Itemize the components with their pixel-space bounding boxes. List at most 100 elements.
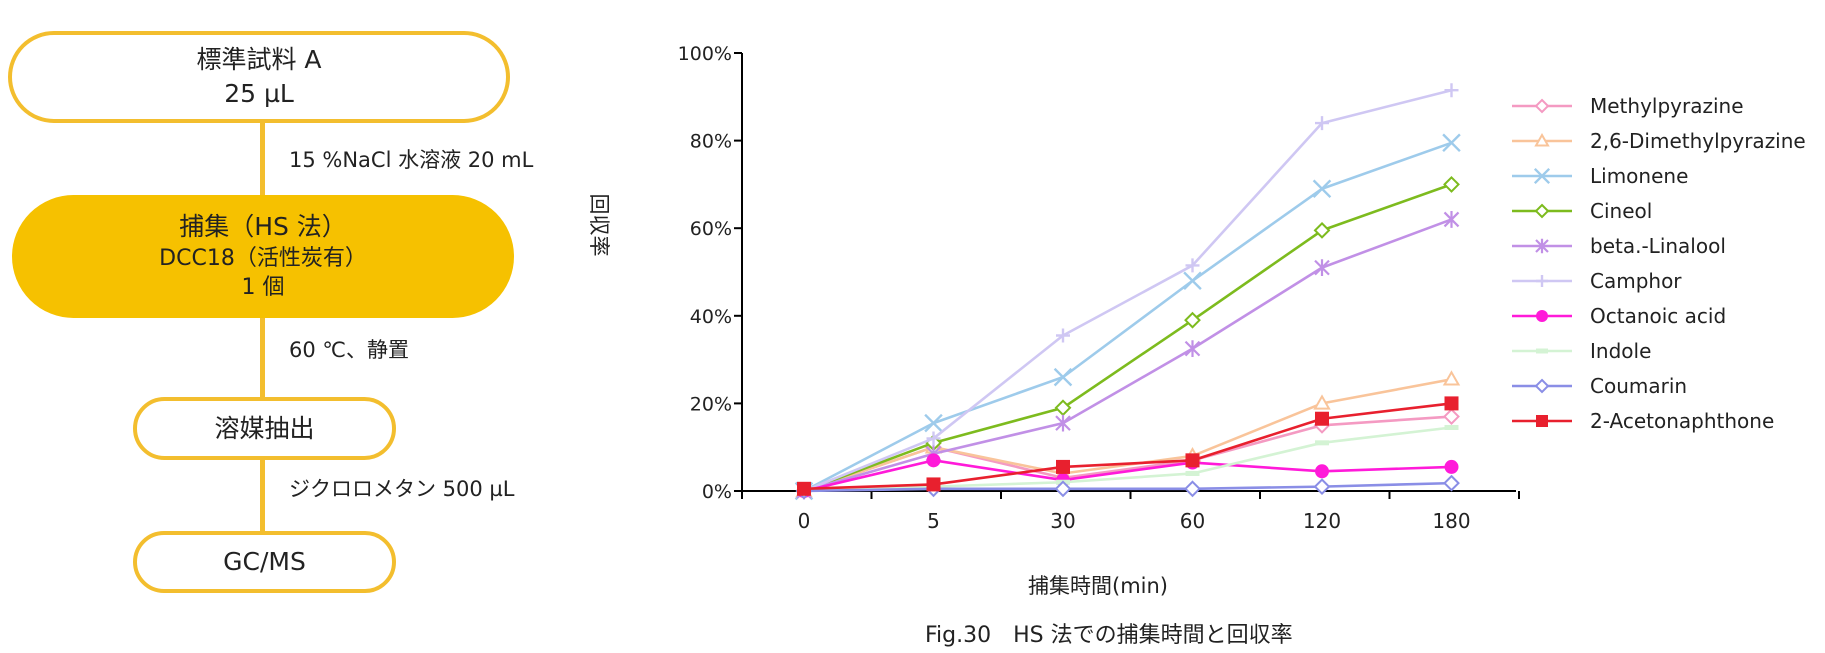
data-point [1315,116,1329,131]
legend-label: Methylpyrazine [1590,94,1744,118]
y-tick-label: 80% [690,131,732,153]
flow-node-text: GC/MS [223,547,306,577]
legend-item: Octanoic acid [1512,304,1726,328]
x-tick-label: 30 [1050,509,1075,533]
data-point [1443,474,1460,492]
legend-label: beta.-Linalool [1590,234,1726,258]
legend-item: Indole [1512,339,1651,363]
data-point [1312,179,1332,199]
flow-node-text: 1 個 [241,275,285,301]
legend-marker [1534,203,1550,219]
legend-label: Cineol [1590,199,1652,223]
legend-item: Camphor [1512,269,1682,293]
legend-item: Methylpyrazine [1512,94,1744,118]
data-point [1443,211,1460,228]
x-tick-label: 60 [1180,509,1205,533]
data-point [1054,480,1072,498]
data-point [926,453,941,468]
series-line [803,88,1452,493]
flow-connector [260,318,265,398]
series-2-acetonaphthone [797,396,1459,496]
y-tick-label: 100% [678,43,732,65]
step-label: 15 %NaCl 水溶液 20 mL [289,148,534,172]
data-point [1442,370,1461,386]
data-point [1315,440,1329,446]
data-point [924,413,943,433]
y-tick-label: 40% [690,306,732,328]
flow-connector [260,123,265,196]
series-camphor [797,83,1459,498]
legend-item: Limonene [1512,164,1688,188]
legend-marker [1534,132,1550,147]
legend-marker [1536,275,1548,287]
legend-label: 2-Acetonaphthone [1590,409,1774,433]
data-point [1444,396,1459,411]
flow-node-text: DCC18（活性炭有） [159,245,367,271]
step-label: ジクロロメタン 500 µL [289,477,515,501]
data-point [1184,340,1201,358]
legend-marker [1533,167,1551,185]
data-point [1443,408,1460,425]
data-point [1184,311,1201,329]
flow-connector [260,460,265,532]
legend-item: beta.-Linalool [1512,234,1726,258]
series-cineol [795,175,1460,500]
data-point [1313,221,1331,239]
flow-node-text: 25 µL [224,79,294,108]
data-point [1185,258,1200,273]
data-point [1056,328,1070,343]
series-line [803,402,1452,491]
data-point [1185,453,1200,468]
data-point [1053,367,1073,387]
legend-marker [1536,348,1548,354]
data-point [1444,83,1459,98]
legend-label: Camphor [1590,269,1682,293]
flow-node-text: 捕集（HS 法） [179,211,347,241]
data-point [1185,470,1200,476]
data-point [1444,424,1459,430]
legend-label: 2,6-Dimethylpyrazine [1590,129,1806,153]
legend-label: Limonene [1590,164,1688,188]
flow-node-gcms: GC/MS [133,531,396,593]
legend-label: Indole [1590,339,1651,363]
legend-label: Octanoic acid [1590,304,1726,328]
data-point [1315,411,1329,426]
data-point [926,477,941,492]
data-point [1313,394,1331,410]
data-point [1444,459,1459,474]
x-tick-label: 0 [798,509,811,533]
data-point [1315,464,1329,479]
data-point [1183,271,1202,291]
legend-marker [1536,310,1548,322]
figure-caption: Fig.30 HS 法での捕集時間と回収率 [925,623,1293,648]
legend-marker [1535,238,1549,254]
legend: Methylpyrazine 2,6-Dimethylpyrazine Limone… [1512,94,1806,433]
series-line [803,378,1452,493]
data-point [1055,414,1071,432]
flow-node-text: 標準試料 A [196,45,322,75]
data-point [1313,478,1331,496]
legend-marker [1536,415,1548,427]
flow-node-sample: 標準試料 A 25 µL [8,31,510,123]
data-point [1314,259,1330,277]
series-line [803,481,1452,493]
data-point [1442,133,1461,153]
legend-item: Coumarin [1512,374,1687,398]
legend-marker [1534,98,1550,114]
x-tick-label: 5 [927,509,940,533]
data-point [1056,459,1070,474]
legend-label: Coumarin [1590,374,1687,398]
x-axis-title: 捕集時間(min) [1028,574,1168,598]
legend-item: 2-Acetonaphthone [1512,409,1774,433]
data-point [797,481,811,496]
step-label: 60 ℃、静置 [289,338,409,362]
y-tick-label: 60% [690,218,732,240]
flow-node-extract: 溶媒抽出 [133,397,396,460]
legend-item: Cineol [1512,199,1652,223]
y-tick-label: 20% [690,393,732,415]
series-line [803,183,1452,493]
data-point [1054,399,1072,417]
data-point [926,431,941,446]
data-point [1184,480,1201,498]
